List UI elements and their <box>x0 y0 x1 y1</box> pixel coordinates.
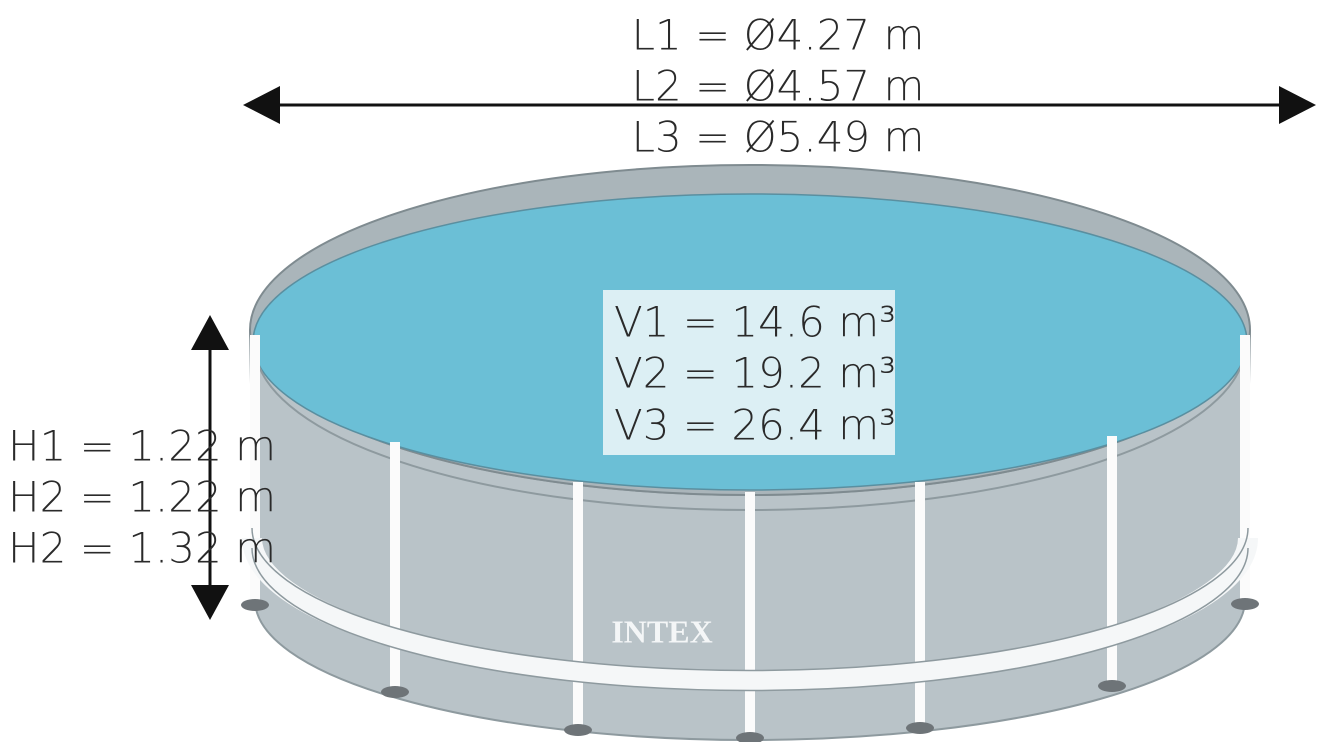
height-label: H1 = 1.22 m <box>8 422 276 471</box>
foot <box>1231 598 1259 610</box>
height-label: H2 = 1.22 m <box>8 473 276 522</box>
feet <box>241 598 1259 742</box>
diameter-label: L1 = Ø4.27 m <box>632 11 925 60</box>
brand-logo: INTEX <box>611 613 712 649</box>
pool-belt-edge <box>251 547 1249 692</box>
foot <box>1098 680 1126 692</box>
arrow-head <box>243 86 280 124</box>
arrow-head <box>1279 86 1316 124</box>
foot <box>381 686 409 698</box>
pool-belt-edge <box>251 527 1249 672</box>
volume-label: V2 = 19.2 m³ <box>614 349 896 398</box>
arrow-head <box>191 315 229 350</box>
foot <box>564 724 592 736</box>
volume-label: V3 = 26.4 m³ <box>614 401 896 450</box>
diameter-label: L2 = Ø4.57 m <box>632 62 925 111</box>
height-label: H2 = 1.32 m <box>8 524 276 573</box>
pool-belt <box>242 537 1258 691</box>
volume-label: V1 = 14.6 m³ <box>614 298 896 347</box>
diameter-label: L3 = Ø5.49 m <box>632 113 925 162</box>
arrow-head <box>191 585 229 620</box>
foot <box>241 599 269 611</box>
volume-box <box>603 290 895 455</box>
foot <box>736 732 764 742</box>
foot <box>906 722 934 734</box>
